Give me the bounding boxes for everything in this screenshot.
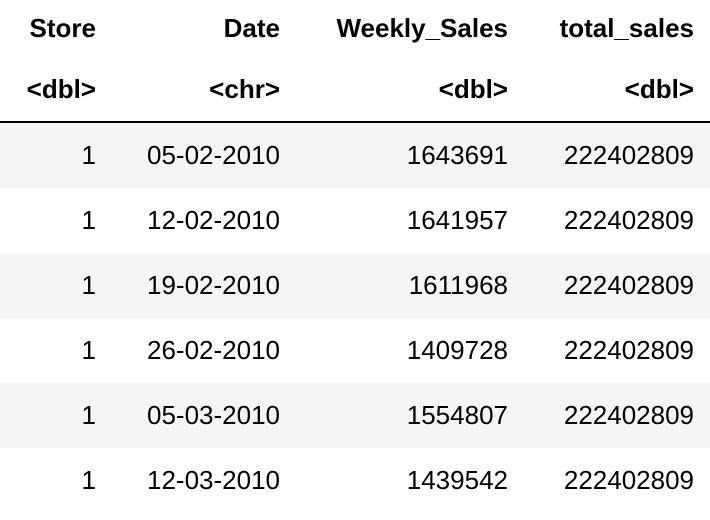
column-type-store: <dbl> bbox=[26, 74, 96, 104]
cell-store: 1 bbox=[81, 270, 96, 300]
table-row: 1 26-02-2010 1409728 222402809 bbox=[0, 318, 710, 383]
cell-date: 12-03-2010 bbox=[147, 465, 280, 495]
cell-date: 19-02-2010 bbox=[147, 270, 280, 300]
cell-weekly-sales: 1554807 bbox=[406, 400, 508, 430]
cell-total-sales: 222402809 bbox=[563, 205, 694, 235]
cell-store: 1 bbox=[81, 140, 96, 170]
column-type-weekly-sales: <dbl> bbox=[438, 74, 508, 104]
header-divider bbox=[0, 121, 710, 123]
cell-total-sales: 222402809 bbox=[563, 140, 694, 170]
cell-weekly-sales: 1439542 bbox=[406, 465, 508, 495]
column-header-weekly-sales: Weekly_Sales bbox=[336, 13, 508, 43]
cell-date: 12-02-2010 bbox=[147, 205, 280, 235]
column-type-row: <dbl> <chr> <dbl> <dbl> bbox=[0, 59, 710, 119]
cell-weekly-sales: 1409728 bbox=[406, 335, 508, 365]
column-type-total-sales: <dbl> bbox=[624, 74, 694, 104]
cell-total-sales: 222402809 bbox=[563, 335, 694, 365]
table-row: 1 19-02-2010 1611968 222402809 bbox=[0, 253, 710, 318]
column-header-store: Store bbox=[29, 13, 96, 43]
cell-total-sales: 222402809 bbox=[563, 400, 694, 430]
cell-date: 26-02-2010 bbox=[147, 335, 280, 365]
table-row: 1 05-03-2010 1554807 222402809 bbox=[0, 383, 710, 448]
cell-date: 05-03-2010 bbox=[147, 400, 280, 430]
column-header-date: Date bbox=[223, 13, 280, 43]
cell-weekly-sales: 1641957 bbox=[406, 205, 508, 235]
table-row: 1 12-02-2010 1641957 222402809 bbox=[0, 188, 710, 253]
table-row: 1 12-03-2010 1439542 222402809 bbox=[0, 448, 710, 513]
cell-store: 1 bbox=[81, 465, 96, 495]
column-header-row: Store Date Weekly_Sales total_sales bbox=[0, 0, 710, 58]
column-type-date: <chr> bbox=[209, 74, 280, 104]
cell-store: 1 bbox=[81, 400, 96, 430]
cell-store: 1 bbox=[81, 205, 96, 235]
cell-weekly-sales: 1643691 bbox=[406, 140, 508, 170]
cell-date: 05-02-2010 bbox=[147, 140, 280, 170]
cell-total-sales: 222402809 bbox=[563, 270, 694, 300]
column-header-total-sales: total_sales bbox=[559, 13, 694, 43]
table-row: 1 05-02-2010 1643691 222402809 bbox=[0, 123, 710, 188]
cell-store: 1 bbox=[81, 335, 96, 365]
cell-weekly-sales: 1611968 bbox=[408, 270, 508, 300]
cell-total-sales: 222402809 bbox=[563, 465, 694, 495]
